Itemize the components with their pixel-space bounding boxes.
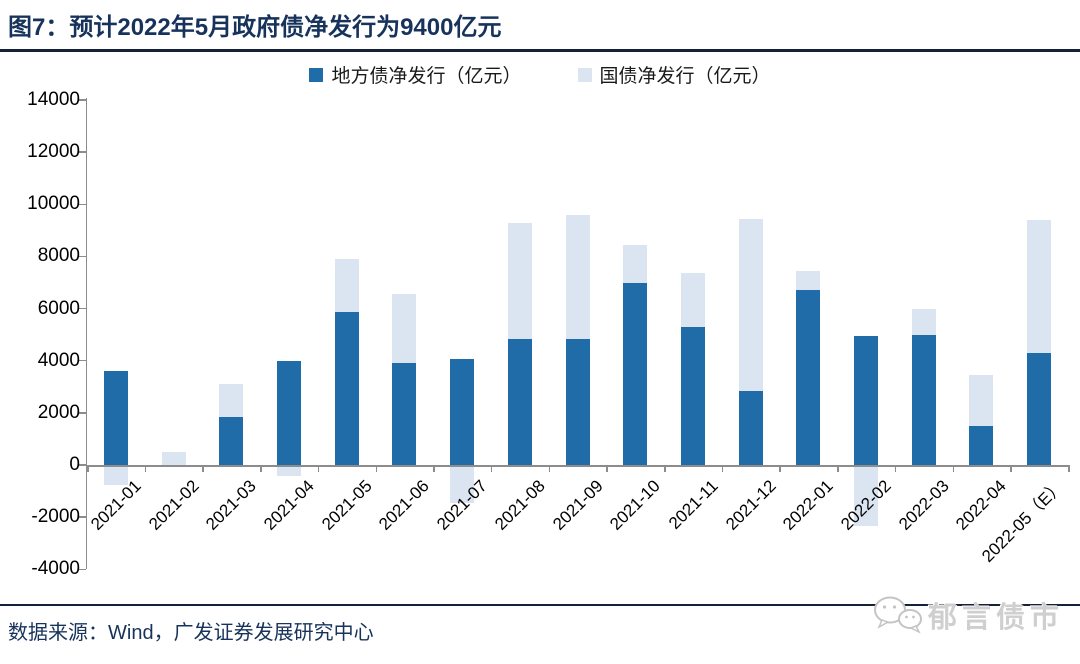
local-bar <box>738 390 763 465</box>
legend-item-treasury: 国债净发行（亿元） <box>577 61 771 88</box>
y-tick-label: -2000 <box>31 506 80 528</box>
y-tick <box>79 151 86 153</box>
y-tick <box>79 99 86 101</box>
legend-label-treasury: 国债净发行（亿元） <box>599 66 771 87</box>
y-tick-label: 4000 <box>37 349 80 371</box>
x-tick <box>433 465 435 472</box>
y-tick-label: -4000 <box>31 558 80 580</box>
x-tick <box>1068 465 1070 472</box>
legend: 地方债净发行（亿元） 国债净发行（亿元） <box>0 61 1080 88</box>
treasury-bar <box>450 466 475 503</box>
treasury-bar <box>680 273 705 327</box>
local-bar <box>623 282 648 465</box>
x-tick <box>87 465 89 472</box>
y-tick <box>79 412 86 414</box>
treasury-bar <box>334 259 359 313</box>
x-tick <box>952 465 955 472</box>
x-tick <box>548 465 551 472</box>
legend-swatch-local <box>309 67 324 82</box>
watermark: 郁言债市 <box>872 594 1064 636</box>
y-tick-label: 0 <box>69 454 80 475</box>
local-bar <box>854 335 879 465</box>
y-tick <box>79 203 86 206</box>
title-divider <box>0 49 1080 52</box>
x-tick <box>317 465 320 472</box>
treasury-bar <box>1027 219 1052 353</box>
treasury-bar <box>276 466 301 476</box>
x-axis <box>85 465 1070 467</box>
footer-divider <box>0 604 1080 606</box>
x-tick <box>375 465 378 472</box>
x-tick <box>837 465 839 472</box>
y-tick-label: 14000 <box>27 89 80 111</box>
x-tick <box>894 465 897 472</box>
y-tick-label: 12000 <box>27 141 80 163</box>
local-bar <box>219 416 244 465</box>
y-tick-label: 8000 <box>37 245 80 267</box>
treasury-bar <box>392 294 417 364</box>
treasury-bar <box>103 466 128 485</box>
y-tick <box>79 255 86 258</box>
y-tick-label: 6000 <box>37 297 80 319</box>
watermark-text: 郁言债市 <box>927 602 1064 634</box>
treasury-bar <box>911 308 936 335</box>
local-bar <box>392 363 417 465</box>
source-note: 数据来源：Wind，广发证券发展研究中心 <box>8 622 374 644</box>
local-bar <box>680 326 705 465</box>
y-tick-label: 10000 <box>27 193 80 215</box>
y-tick <box>79 464 86 466</box>
x-tick <box>664 465 666 472</box>
legend-swatch-treasury <box>577 67 592 82</box>
x-tick-label: 2022-05（E） <box>978 476 1068 566</box>
wechat-icon <box>873 596 922 634</box>
y-tick <box>79 516 86 518</box>
x-tick <box>490 465 493 472</box>
treasury-bar <box>738 218 763 391</box>
local-bar <box>911 334 936 465</box>
treasury-bar <box>507 222 532 339</box>
treasury-bar <box>161 451 186 465</box>
y-tick <box>79 307 86 310</box>
local-bar <box>450 359 475 465</box>
figure-title: 图7：预计2022年5月政府债净发行为9400亿元 <box>8 14 502 41</box>
x-tick <box>606 465 608 472</box>
x-tick <box>202 465 204 472</box>
y-tick <box>79 568 86 571</box>
x-tick <box>260 465 262 472</box>
legend-label-local: 地方债净发行（亿元） <box>331 66 522 87</box>
y-tick-label: 2000 <box>37 401 80 423</box>
y-tick <box>79 359 86 362</box>
x-tick <box>144 465 147 472</box>
x-tick <box>721 465 724 472</box>
local-bar <box>276 360 301 465</box>
y-axis <box>85 98 87 570</box>
x-tick <box>779 465 781 472</box>
local-bar <box>796 290 821 465</box>
local-bar <box>969 425 994 465</box>
treasury-bar <box>623 244 648 283</box>
local-bar <box>507 338 532 465</box>
treasury-bar <box>969 375 994 426</box>
treasury-bar <box>854 466 879 527</box>
local-bar <box>103 371 128 465</box>
treasury-bar <box>796 270 821 291</box>
treasury-bar <box>219 384 244 417</box>
local-bar <box>565 338 590 465</box>
local-bar <box>1027 352 1052 465</box>
local-bar <box>334 312 359 465</box>
x-tick <box>1010 465 1012 472</box>
legend-item-local: 地方债净发行（亿元） <box>309 61 522 88</box>
treasury-bar <box>565 214 590 339</box>
